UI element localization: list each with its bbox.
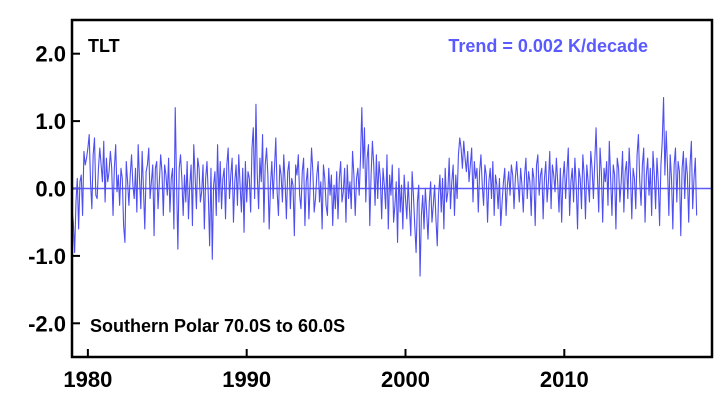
y-tick-label: -2.0 (28, 311, 66, 336)
y-tick-label: 0.0 (35, 177, 66, 202)
y-tick-label: 1.0 (35, 109, 66, 134)
region-annotation: Southern Polar 70.0S to 60.0S (90, 316, 345, 336)
dataset-label: TLT (88, 36, 120, 56)
plot-frame (70, 18, 714, 359)
series-line-tlt (71, 96, 698, 277)
x-tick-label: 1990 (222, 367, 271, 392)
y-tick-label: -1.0 (28, 244, 66, 269)
y-axis: 2.0 1.0 0.0 -1.0 -2.0 (28, 42, 80, 336)
trend-annotation: Trend = 0.002 K/decade (448, 36, 648, 56)
x-tick-label: 2010 (540, 367, 589, 392)
x-axis: 1980 1990 2000 2010 (63, 349, 589, 392)
x-tick-label: 2000 (381, 367, 430, 392)
x-tick-label: 1980 (63, 367, 112, 392)
y-tick-label: 2.0 (35, 42, 66, 67)
